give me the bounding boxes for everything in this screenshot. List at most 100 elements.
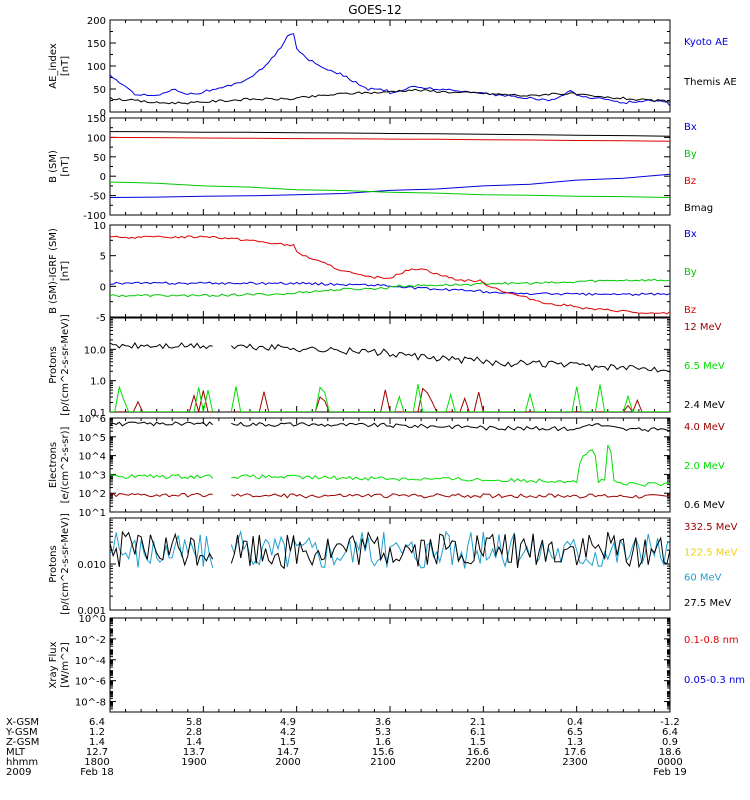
series-27-5-mev bbox=[110, 530, 670, 570]
y-tick-label: 0.010 bbox=[77, 560, 106, 571]
panel-frame bbox=[109, 417, 671, 513]
footer-value: 6.4 bbox=[662, 727, 678, 738]
footer-value: 16.6 bbox=[467, 747, 489, 758]
series-by bbox=[110, 181, 670, 198]
y-tick-label: 100 bbox=[87, 62, 106, 73]
footer-value: 2200 bbox=[465, 757, 490, 768]
y-tick-label: 100 bbox=[87, 133, 106, 144]
y-tick-label: 5 bbox=[100, 252, 106, 263]
footer-value: 1800 bbox=[84, 757, 109, 768]
panel-frame bbox=[109, 517, 671, 611]
y-axis-unit: [p/(cm^2-s-sr-MeV)] bbox=[60, 513, 71, 615]
footer-value: 5.8 bbox=[186, 717, 202, 728]
y-tick-label: 1.0 bbox=[90, 377, 106, 388]
series-kyoto-ae bbox=[110, 33, 670, 107]
footer-value: -1.2 bbox=[660, 717, 680, 728]
series-6-5-mev bbox=[110, 384, 670, 412]
footer-value: 2.1 bbox=[470, 717, 486, 728]
y-tick-label: 150 bbox=[87, 114, 106, 125]
y-tick-label: 10^3 bbox=[79, 470, 106, 481]
y-tick-label: 0 bbox=[100, 108, 106, 119]
y-tick-label: -50 bbox=[90, 192, 106, 203]
legend-0-6-mev: 0.6 MeV bbox=[684, 500, 725, 511]
footer-value: 1900 bbox=[181, 757, 206, 768]
panel-frame bbox=[109, 317, 671, 413]
footer-value: 0000 bbox=[657, 757, 682, 768]
legend-bz: Bz bbox=[684, 176, 696, 187]
y-tick-label: -100 bbox=[83, 211, 106, 222]
series-2-0-mev bbox=[110, 444, 670, 487]
y-tick-label: 10^6 bbox=[79, 414, 106, 425]
footer-value: 17.6 bbox=[564, 747, 586, 758]
series-2-4-mev bbox=[110, 342, 670, 373]
y-tick-label: 50 bbox=[93, 153, 106, 164]
y-tick-label: 0 bbox=[100, 172, 106, 183]
y-axis-unit: [p/(cm^2-s-sr-MeV)] bbox=[60, 314, 71, 416]
legend-27-5-mev: 27.5 MeV bbox=[684, 598, 731, 609]
y-axis-label: Protons bbox=[48, 346, 59, 383]
panel-3: -5 0 5 10 B (SM)-IGRF (SM) [nT] Bx By Bz bbox=[48, 221, 697, 324]
footer-value: 1.2 bbox=[89, 727, 105, 738]
legend-2-4-mev: 2.4 MeV bbox=[684, 400, 725, 411]
footer-label-hhmm: hhmm bbox=[6, 757, 38, 768]
footer-year: 2009 bbox=[6, 767, 31, 778]
series-0-6-mev bbox=[110, 421, 670, 433]
legend-0-05-0-3-nm: 0.05-0.3 nm bbox=[684, 675, 745, 686]
y-tick-label: 0.1 bbox=[90, 408, 106, 419]
legend-bmag: Bmag bbox=[684, 203, 713, 214]
footer-value: 2000 bbox=[275, 757, 300, 768]
y-tick-label: 10^4 bbox=[79, 452, 106, 463]
y-tick-label: 50 bbox=[93, 85, 106, 96]
chart-title: GOES-12 bbox=[348, 3, 402, 17]
footer-value: 15.6 bbox=[372, 747, 394, 758]
panel-4: 0.1 1.0 10.0 Protons [p/(cm^2-s-sr-MeV)] 12 M… bbox=[48, 314, 725, 419]
footer-value: 0.9 bbox=[662, 737, 678, 748]
legend-60-mev: 60 MeV bbox=[684, 573, 722, 584]
y-tick-label: 10^-2 bbox=[75, 635, 106, 646]
y-tick-label: 10^1 bbox=[79, 508, 106, 519]
panel-6: 0.001 0.010 Protons [p/(cm^2-s-sr-MeV)] 332.… bbox=[48, 513, 738, 617]
footer-value: 4.2 bbox=[280, 727, 296, 738]
footer-value: 5.3 bbox=[375, 727, 391, 738]
footer-value: 1.4 bbox=[89, 737, 105, 748]
footer-value: 1.5 bbox=[470, 737, 486, 748]
panel-frame bbox=[109, 224, 671, 318]
y-axis-label: AE_index bbox=[48, 43, 59, 89]
footer-value: 2100 bbox=[370, 757, 395, 768]
panel-7: 10^-8 10^-6 10^-4 10^-2 10^0 Xray Flux [W/m^2]… bbox=[48, 614, 745, 713]
y-tick-label: 10^0 bbox=[79, 614, 106, 625]
footer-value: 12.7 bbox=[86, 747, 108, 758]
y-axis-unit: [nT] bbox=[60, 56, 71, 76]
series-by bbox=[110, 278, 670, 298]
y-axis-unit: [nT] bbox=[60, 156, 71, 176]
footer-value: 2300 bbox=[562, 757, 587, 768]
y-axis-unit: [W/m^2] bbox=[60, 642, 71, 688]
y-tick-label: 10^5 bbox=[79, 433, 106, 444]
series-60-mev bbox=[110, 529, 670, 569]
y-axis-label: Protons bbox=[48, 545, 59, 582]
footer-value: 6.4 bbox=[89, 717, 105, 728]
series-themis-ae bbox=[110, 88, 670, 105]
legend-12-mev: 12 MeV bbox=[684, 322, 722, 333]
footer-value: 0.4 bbox=[567, 717, 583, 728]
footer-value: 2.8 bbox=[186, 727, 202, 738]
legend-by: By bbox=[684, 267, 697, 278]
legend-332-5-mev: 332.5 MeV bbox=[684, 522, 738, 533]
legend-2-0-mev: 2.0 MeV bbox=[684, 461, 725, 472]
y-axis-label: Electrons bbox=[48, 442, 59, 488]
series-bz bbox=[110, 136, 670, 142]
legend-0-1-0-8-nm: 0.1-0.8 nm bbox=[684, 635, 739, 646]
y-tick-label: 10^-8 bbox=[75, 698, 106, 709]
footer-date-end: Feb 19 bbox=[653, 767, 687, 778]
y-tick-label: -5 bbox=[96, 313, 106, 324]
footer-value: 1.6 bbox=[375, 737, 391, 748]
y-tick-label: 200 bbox=[87, 16, 106, 27]
legend-themis-ae: Themis AE bbox=[683, 77, 737, 88]
footer-value: 4.9 bbox=[280, 717, 296, 728]
footer-label-z-gsm: Z-GSM bbox=[6, 737, 39, 748]
panel-frame bbox=[109, 617, 671, 713]
y-axis-unit: [e/(cm^2-s-sr)] bbox=[60, 426, 71, 503]
footer-date-start: Feb 18 bbox=[80, 767, 114, 778]
legend-bx: Bx bbox=[684, 122, 697, 133]
